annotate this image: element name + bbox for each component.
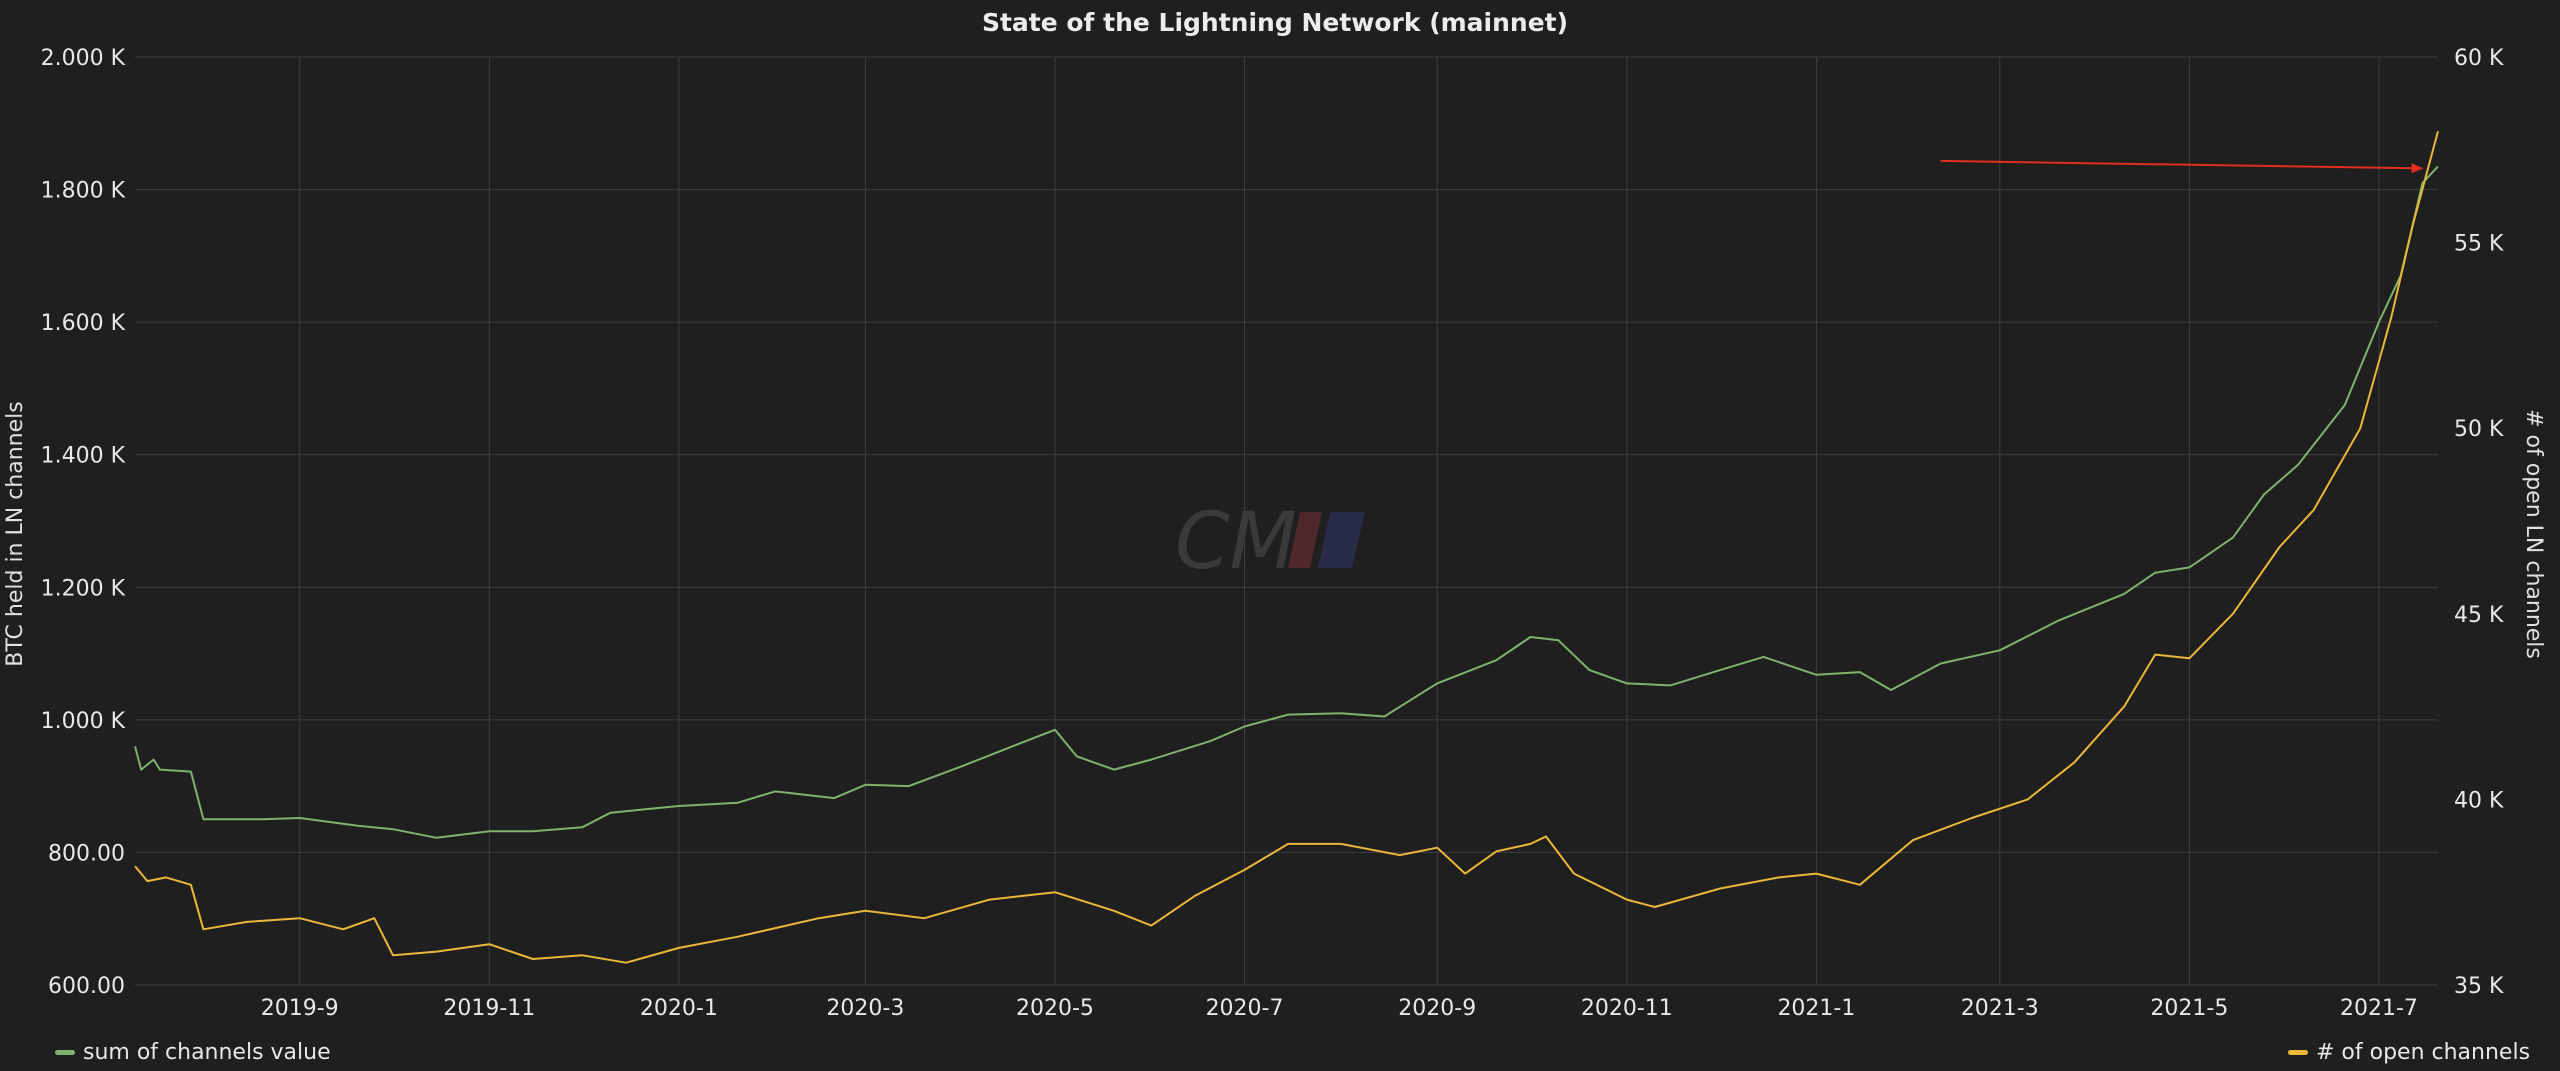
x-tick-label: 2021-1 xyxy=(1777,996,1855,1021)
y-tick-label: 600.00 xyxy=(48,974,125,999)
y-tick-label: 1.400 K xyxy=(41,444,126,469)
y2-axis-label: # of open LN channels xyxy=(2521,409,2546,659)
y-axis-left: 600.00 800.00 1.000 K 1.200 K 1.400 K 1.600 K… xyxy=(41,46,126,999)
x-tick-label: 2021-3 xyxy=(1961,996,2039,1021)
annotation-arrow xyxy=(1940,159,2424,174)
y2-tick-label: 50 K xyxy=(2454,417,2504,442)
y2-tick-label: 55 K xyxy=(2454,232,2504,257)
y-tick-label: 1.800 K xyxy=(41,179,126,204)
watermark-logo: CM xyxy=(1175,497,1365,587)
y-tick-label: 1.600 K xyxy=(41,311,126,336)
series-group xyxy=(134,130,2439,964)
x-tick-label: 2020-5 xyxy=(1016,996,1094,1021)
x-tick-label: 2020-11 xyxy=(1581,996,1673,1021)
watermark-text: CM xyxy=(1175,497,1297,587)
chart-title: State of the Lightning Network (mainnet) xyxy=(982,8,1568,37)
legend-label-left: sum of channels value xyxy=(83,1040,331,1065)
legend-item-left[interactable]: sum of channels value xyxy=(55,1040,331,1065)
y-tick-label: 1.000 K xyxy=(41,709,126,734)
legend-item-right[interactable]: # of open channels xyxy=(2288,1040,2530,1065)
y2-tick-label: 35 K xyxy=(2454,974,2504,999)
series-line-open-channels xyxy=(134,130,2439,964)
legend-label-right: # of open channels xyxy=(2316,1040,2531,1065)
x-tick-label: 2020-1 xyxy=(640,996,718,1021)
x-tick-label: 2020-3 xyxy=(826,996,904,1021)
legend-swatch-green xyxy=(55,1050,75,1055)
y2-tick-label: 60 K xyxy=(2454,46,2504,71)
grid xyxy=(135,56,2438,986)
y-tick-label: 1.200 K xyxy=(41,576,126,601)
x-tick-label: 2020-7 xyxy=(1206,996,1284,1021)
y2-tick-label: 45 K xyxy=(2454,603,2504,628)
x-tick-label: 2020-9 xyxy=(1398,996,1476,1021)
y-tick-label: 2.000 K xyxy=(41,46,126,71)
legend-swatch-yellow xyxy=(2288,1050,2308,1055)
x-tick-label: 2021-7 xyxy=(2340,996,2418,1021)
x-axis: 2019-9 2019-11 2020-1 2020-3 2020-5 2020-7 202… xyxy=(261,996,2418,1021)
x-tick-label: 2021-5 xyxy=(2150,996,2228,1021)
x-tick-label: 2019-11 xyxy=(443,996,535,1021)
y-tick-label: 800.00 xyxy=(48,841,125,866)
y-axis-label: BTC held in LN channels xyxy=(3,401,28,666)
y-axis-right: 35 K 40 K 45 K 50 K 55 K 60 K xyxy=(2454,46,2504,999)
y2-tick-label: 40 K xyxy=(2454,788,2504,813)
x-tick-label: 2019-9 xyxy=(261,996,339,1021)
series-line-channels-value xyxy=(134,165,2439,839)
